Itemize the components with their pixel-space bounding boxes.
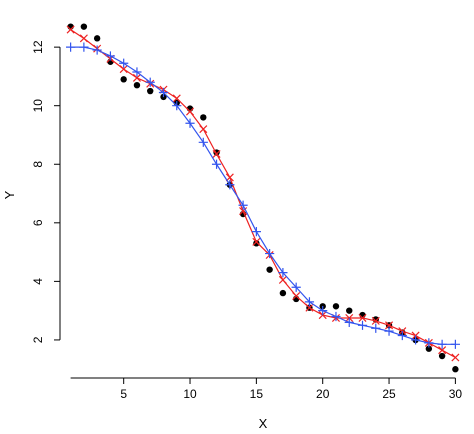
data-point	[133, 82, 141, 89]
data-point	[253, 240, 260, 247]
data-point	[452, 366, 459, 373]
x-tick-label: 30	[449, 387, 463, 401]
y-tick-label: 2	[31, 336, 45, 343]
data-point	[265, 248, 275, 259]
y-tick-label: 6	[31, 219, 45, 226]
data-point	[79, 42, 89, 52]
data-point	[278, 267, 288, 278]
data-point	[132, 67, 142, 77]
data-point	[438, 352, 446, 360]
data-point	[200, 114, 207, 121]
data-point	[385, 321, 394, 330]
data-point	[371, 323, 381, 333]
data-point	[252, 237, 261, 246]
data-point	[147, 87, 154, 95]
data-point	[266, 266, 273, 273]
data-point	[186, 107, 195, 116]
y-tick-label: 10	[31, 99, 45, 113]
data-point	[92, 45, 102, 55]
data-point	[304, 297, 315, 307]
data-point	[225, 180, 235, 190]
x-tick-label: 10	[183, 387, 197, 401]
data-point	[211, 159, 222, 169]
data-point	[80, 23, 88, 30]
data-point	[199, 125, 208, 134]
data-point	[425, 345, 433, 352]
data-point	[212, 149, 221, 159]
data-point	[357, 320, 368, 330]
data-point	[185, 118, 195, 128]
data-point	[358, 313, 367, 323]
data-point	[450, 339, 460, 349]
data-point	[451, 353, 460, 362]
data-point	[251, 227, 261, 237]
data-point	[437, 339, 447, 349]
data-point	[93, 35, 101, 42]
data-point	[371, 316, 380, 325]
data-point	[172, 94, 181, 103]
y-tick-label: 12	[31, 40, 45, 54]
y-tick-label: 8	[31, 161, 45, 168]
x-tick-label: 25	[382, 387, 396, 401]
x-tick-label: 20	[316, 387, 330, 401]
y-axis-title: Y	[2, 190, 17, 199]
series-line	[70, 29, 456, 359]
data-point	[238, 200, 248, 210]
data-point	[397, 330, 407, 341]
data-point	[331, 311, 341, 322]
y-tick-label: 4	[31, 278, 45, 285]
data-point	[105, 51, 116, 61]
data-point	[66, 42, 76, 52]
data-point	[278, 275, 287, 284]
data-point	[346, 307, 353, 314]
series-layer	[66, 23, 460, 373]
data-point	[79, 34, 88, 43]
data-point	[158, 87, 169, 98]
data-point	[132, 73, 141, 82]
data-point	[145, 77, 155, 87]
data-point	[305, 303, 314, 312]
data-point	[344, 317, 354, 327]
data-point	[291, 282, 301, 292]
series-line	[70, 46, 456, 345]
data-point	[292, 291, 301, 301]
data-point	[410, 335, 421, 345]
data-point	[198, 137, 208, 147]
axes	[59, 47, 456, 379]
data-point	[66, 25, 75, 34]
x-ticks: 5 10 15 20 25 30	[120, 378, 462, 401]
x-tick-label: 15	[250, 387, 264, 401]
x-tick-label: 5	[120, 387, 127, 401]
data-point	[279, 289, 287, 297]
data-point	[332, 303, 340, 310]
data-point	[424, 338, 434, 348]
data-point	[225, 173, 234, 182]
series-x	[66, 25, 460, 362]
data-point	[318, 306, 328, 316]
data-point	[172, 101, 182, 111]
data-point	[438, 346, 447, 355]
series-filled-circle	[67, 23, 459, 373]
data-point	[120, 76, 127, 83]
data-point	[119, 65, 128, 74]
series-plus	[66, 42, 460, 349]
data-point	[119, 58, 129, 68]
x-axis-title: X	[259, 416, 268, 431]
y-ticks: 2 4 6 8 10 12	[31, 40, 60, 343]
data-point	[384, 326, 394, 336]
